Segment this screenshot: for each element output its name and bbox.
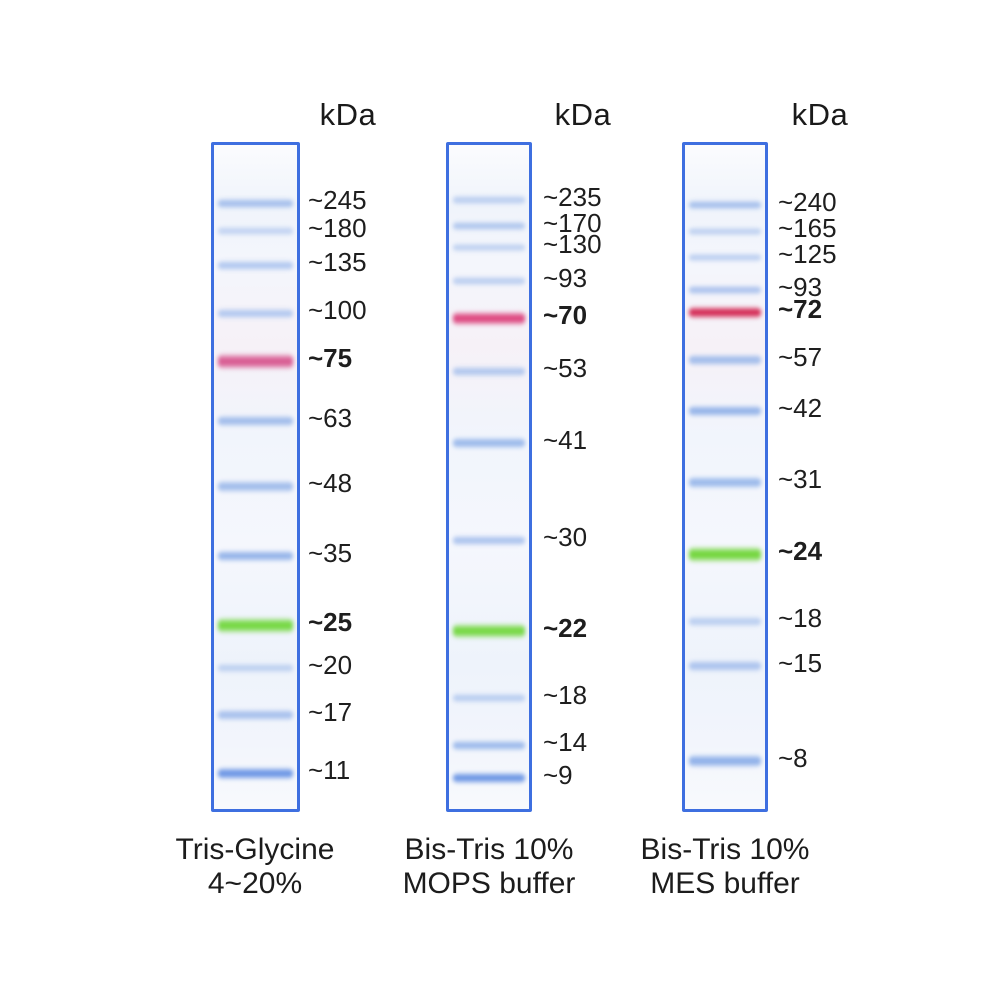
mw-label-tris-glycine-11kda: ~11 bbox=[308, 755, 351, 785]
gel-band-bis-tris-mes-24kda bbox=[689, 545, 761, 563]
mw-label-tris-glycine-63kda: ~63 bbox=[308, 403, 353, 433]
mw-label-bis-tris-mes-31kda: ~31 bbox=[778, 464, 823, 494]
gel-band-tris-glycine-63kda bbox=[218, 415, 293, 427]
gel-band-bis-tris-mes-165kda bbox=[689, 226, 761, 236]
gel-band-bis-tris-mops-130kda bbox=[453, 242, 525, 252]
mw-label-bis-tris-mops-30kda: ~30 bbox=[543, 522, 588, 552]
gel-band-bis-tris-mes-8kda bbox=[689, 754, 761, 768]
gel-lane-bis-tris-mops bbox=[446, 142, 532, 812]
mw-label-bis-tris-mops-170kda: ~170 bbox=[543, 208, 602, 238]
gel-band-tris-glycine-100kda bbox=[218, 307, 293, 319]
mw-label-tris-glycine-20kda: ~20 bbox=[308, 650, 353, 680]
mw-label-bis-tris-mes-93kda: ~93 bbox=[778, 272, 823, 302]
gel-band-tris-glycine-135kda bbox=[218, 259, 293, 271]
mw-label-bis-tris-mops-41kda: ~41 bbox=[543, 425, 588, 455]
caption-line1: Bis-Tris 10% bbox=[404, 833, 574, 866]
gel-band-bis-tris-mes-31kda bbox=[689, 475, 761, 489]
mw-label-tris-glycine-75kda: ~75 bbox=[308, 343, 353, 373]
mw-label-bis-tris-mops-14kda: ~14 bbox=[543, 727, 588, 757]
mw-label-bis-tris-mes-18kda: ~18 bbox=[778, 603, 823, 633]
mw-label-bis-tris-mops-22kda: ~22 bbox=[543, 613, 588, 643]
mw-label-tris-glycine-245kda: ~245 bbox=[308, 185, 367, 215]
mw-label-bis-tris-mes-57kda: ~57 bbox=[778, 342, 823, 372]
gel-band-bis-tris-mes-93kda bbox=[689, 285, 761, 295]
mw-label-bis-tris-mops-70kda: ~70 bbox=[543, 300, 588, 330]
gel-band-bis-tris-mops-93kda bbox=[453, 276, 525, 286]
gel-band-bis-tris-mops-235kda bbox=[453, 195, 525, 205]
mw-label-tris-glycine-17kda: ~17 bbox=[308, 697, 353, 727]
gel-band-bis-tris-mes-15kda bbox=[689, 660, 761, 672]
mw-label-tris-glycine-48kda: ~48 bbox=[308, 468, 353, 498]
kda-unit-header: kDa bbox=[554, 97, 612, 132]
gel-band-tris-glycine-20kda bbox=[218, 663, 293, 673]
mw-label-tris-glycine-135kda: ~135 bbox=[308, 247, 367, 277]
gel-band-bis-tris-mops-18kda bbox=[453, 693, 525, 703]
gel-band-bis-tris-mes-240kda bbox=[689, 200, 761, 210]
kda-unit-header: kDa bbox=[319, 97, 377, 132]
gel-band-tris-glycine-25kda bbox=[218, 616, 293, 634]
gel-band-bis-tris-mes-125kda bbox=[689, 252, 761, 262]
caption-line2: MOPS buffer bbox=[402, 867, 576, 900]
gel-band-tris-glycine-35kda bbox=[218, 550, 293, 562]
gel-band-tris-glycine-48kda bbox=[218, 479, 293, 493]
mw-label-bis-tris-mes-42kda: ~42 bbox=[778, 393, 823, 423]
gel-band-bis-tris-mops-30kda bbox=[453, 534, 525, 546]
mw-label-tris-glycine-100kda: ~100 bbox=[308, 295, 367, 325]
mw-label-bis-tris-mes-8kda: ~8 bbox=[778, 743, 808, 773]
mw-label-bis-tris-mops-9kda: ~9 bbox=[543, 760, 573, 790]
gel-lane-bis-tris-mes bbox=[682, 142, 768, 812]
mw-label-bis-tris-mops-130kda: ~130 bbox=[543, 229, 602, 259]
mw-label-bis-tris-mes-24kda: ~24 bbox=[778, 536, 823, 566]
gel-band-bis-tris-mes-57kda bbox=[689, 354, 761, 366]
mw-label-bis-tris-mops-53kda: ~53 bbox=[543, 353, 588, 383]
mw-label-bis-tris-mes-72kda: ~72 bbox=[778, 294, 823, 324]
mw-label-bis-tris-mes-240kda: ~240 bbox=[778, 187, 837, 217]
caption-line2: MES buffer bbox=[650, 867, 800, 900]
gel-band-bis-tris-mops-9kda bbox=[453, 772, 525, 784]
mw-label-bis-tris-mops-93kda: ~93 bbox=[543, 263, 588, 293]
lane-caption-bis-tris-mops: Bis-Tris 10% MOPS buffer bbox=[369, 833, 609, 901]
gel-band-bis-tris-mops-53kda bbox=[453, 365, 525, 377]
mw-label-bis-tris-mes-125kda: ~125 bbox=[778, 239, 837, 269]
gel-band-tris-glycine-180kda bbox=[218, 226, 293, 236]
mw-label-bis-tris-mes-15kda: ~15 bbox=[778, 648, 823, 678]
gel-band-tris-glycine-11kda bbox=[218, 766, 293, 780]
mw-label-tris-glycine-35kda: ~35 bbox=[308, 538, 353, 568]
caption-line1: Tris-Glycine bbox=[175, 833, 335, 866]
gel-lane-tris-glycine bbox=[211, 142, 300, 812]
caption-line2: 4~20% bbox=[207, 867, 303, 900]
gel-band-bis-tris-mops-22kda bbox=[453, 623, 525, 639]
mw-label-bis-tris-mes-165kda: ~165 bbox=[778, 213, 837, 243]
gel-band-bis-tris-mops-41kda bbox=[453, 437, 525, 449]
mw-label-bis-tris-mops-18kda: ~18 bbox=[543, 680, 588, 710]
gel-band-bis-tris-mes-18kda bbox=[689, 615, 761, 627]
gel-band-tris-glycine-75kda bbox=[218, 352, 293, 370]
mw-label-tris-glycine-25kda: ~25 bbox=[308, 607, 353, 637]
gel-band-bis-tris-mops-70kda bbox=[453, 310, 525, 326]
mw-label-bis-tris-mops-235kda: ~235 bbox=[543, 182, 602, 212]
gel-band-bis-tris-mops-14kda bbox=[453, 739, 525, 751]
gel-band-bis-tris-mes-42kda bbox=[689, 405, 761, 417]
gel-band-bis-tris-mes-72kda bbox=[689, 305, 761, 319]
kda-unit-header: kDa bbox=[791, 97, 849, 132]
lane-caption-tris-glycine: Tris-Glycine 4~20% bbox=[135, 833, 375, 901]
gel-band-bis-tris-mops-170kda bbox=[453, 221, 525, 231]
gel-band-tris-glycine-245kda bbox=[218, 197, 293, 209]
lane-caption-bis-tris-mes: Bis-Tris 10% MES buffer bbox=[605, 833, 845, 901]
gel-band-tris-glycine-17kda bbox=[218, 709, 293, 721]
caption-line1: Bis-Tris 10% bbox=[640, 833, 810, 866]
mw-label-tris-glycine-180kda: ~180 bbox=[308, 213, 367, 243]
